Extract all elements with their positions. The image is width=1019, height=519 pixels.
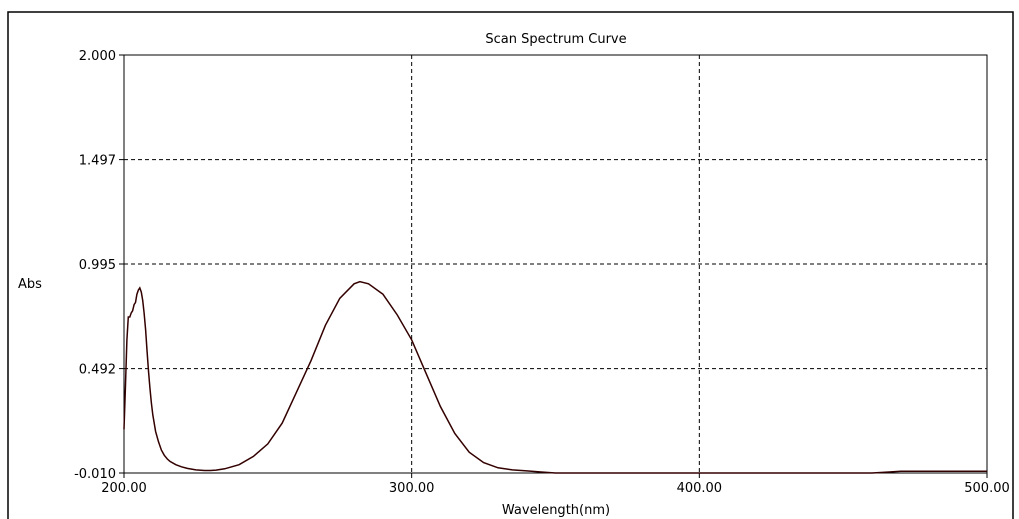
x-tick-label: 400.00	[677, 481, 723, 496]
grid-lines	[124, 55, 987, 473]
y-tick-label: 0.492	[79, 363, 116, 378]
y-tick-label: 0.995	[79, 258, 116, 273]
y-tick-label: -0.010	[74, 467, 116, 482]
y-tick-labels: -0.010 0.492 0.995 1.497 2.000	[74, 49, 124, 482]
x-tick-label: 300.00	[389, 481, 435, 496]
x-tick-label: 500.00	[964, 481, 1010, 496]
chart-title: Scan Spectrum Curve	[485, 32, 626, 47]
y-tick-label: 1.497	[79, 154, 116, 169]
x-axis-label: Wavelength(nm)	[502, 503, 610, 518]
x-tick-label: 200.00	[101, 481, 147, 496]
series-line	[123, 280, 987, 474]
x-tick-labels: 200.00 300.00 400.00 500.00	[101, 473, 1010, 496]
y-tick-label: 2.000	[79, 49, 116, 64]
y-axis-label: Abs	[18, 277, 42, 292]
